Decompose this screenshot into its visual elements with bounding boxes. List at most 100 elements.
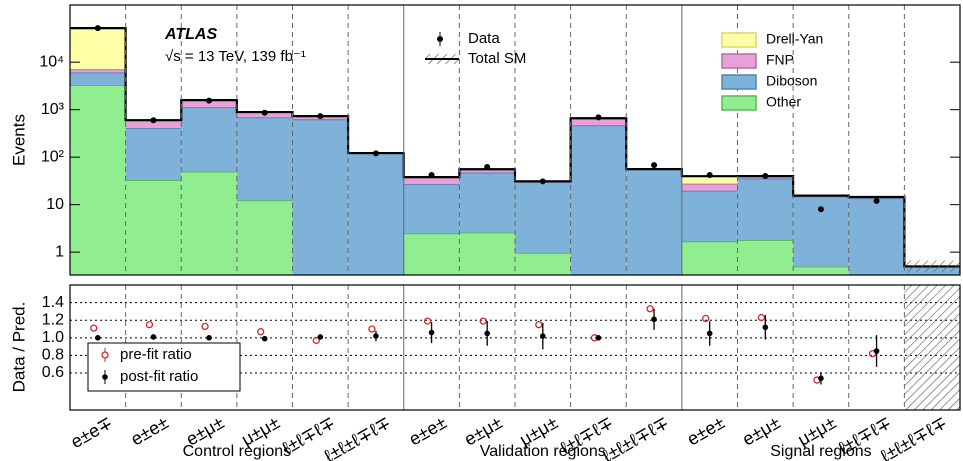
stack-segment	[459, 172, 515, 233]
stack-segment	[125, 120, 182, 129]
data-point	[428, 172, 435, 179]
y-axis-label: Events	[9, 114, 28, 166]
ratio-tick-label: 0.6	[42, 364, 64, 381]
stack-segment	[70, 72, 126, 86]
plot-frame	[69, 4, 961, 276]
stack-segment	[70, 85, 126, 276]
post-fit-point	[595, 335, 602, 341]
pre-fit-point	[257, 328, 265, 336]
pre-fit-point	[535, 320, 543, 329]
ratio-tick-label: 1.0	[42, 329, 64, 346]
pre-fit-point	[145, 320, 154, 329]
stack-segment	[681, 176, 738, 184]
legend-label: Other	[766, 94, 801, 110]
legend-label: FNP	[766, 52, 794, 68]
stack-segment	[236, 200, 293, 275]
data-point	[94, 25, 101, 32]
y-tick-label: 10²	[41, 148, 65, 165]
category-label: e±e±	[405, 412, 450, 449]
post-fit-point	[428, 329, 435, 336]
data-point	[595, 114, 602, 121]
post-fit-point	[206, 335, 212, 341]
post-fit-point	[818, 375, 824, 382]
data-point	[150, 117, 157, 124]
post-fit-point	[261, 335, 268, 342]
stack-segment	[515, 252, 571, 275]
stack-segment	[403, 177, 460, 185]
pre-fit-point	[368, 325, 376, 333]
post-fit-point	[317, 334, 324, 340]
stack-segment	[125, 180, 182, 275]
category-label: e±e±	[684, 412, 729, 449]
y-tick-label: 10³	[41, 101, 65, 118]
stack-segment	[570, 125, 627, 275]
legend-label: Data	[468, 30, 500, 47]
stack-segment	[236, 117, 293, 201]
stack-segment	[681, 241, 738, 275]
y-tick-label: 1	[55, 243, 64, 260]
data-point	[817, 206, 824, 213]
stack-segment	[292, 119, 349, 275]
stack-segment	[737, 178, 794, 241]
data-point	[484, 164, 491, 171]
legend-label: Total SM	[468, 50, 526, 67]
stack-segment	[70, 69, 126, 73]
post-fit-point	[373, 333, 379, 339]
stack-segment	[403, 184, 460, 234]
legend-label: pre-fit ratio	[120, 346, 192, 363]
legend-box	[87, 342, 241, 392]
uncertainty-band	[904, 285, 960, 410]
legend-label: Drell-Yan	[766, 31, 823, 47]
pre-fit-point	[702, 314, 710, 323]
pre-fit-point	[201, 322, 209, 331]
post-fit-point	[95, 335, 101, 341]
post-fit-point	[651, 316, 657, 323]
stack-segment	[459, 169, 515, 173]
stack-segment	[181, 107, 237, 172]
category-label: e±e∓	[67, 412, 116, 452]
stack-segment	[181, 171, 237, 275]
pre-fit-point	[423, 317, 432, 325]
ratio-frame	[69, 284, 961, 411]
pre-fit-point	[757, 313, 765, 322]
data-point	[261, 109, 268, 116]
total-sm-line	[70, 27, 960, 268]
category-label: e±e±	[127, 412, 172, 449]
pre-fit-point	[312, 336, 320, 345]
legend-label: Diboson	[766, 73, 817, 89]
energy-label: √s = 13 TeV, 139 fb⁻¹	[165, 48, 306, 65]
atlas-label: ATLAS	[164, 26, 217, 43]
stack-segment	[348, 153, 404, 275]
ratio-tick-label: 1.4	[42, 294, 64, 311]
region-label: Signal regions	[770, 443, 871, 460]
pre-fit-point	[646, 305, 654, 313]
stack-segment	[681, 190, 738, 242]
stack-segment	[403, 233, 460, 275]
ratio-axis-label: Data / Pred.	[9, 302, 28, 393]
stack-segment	[70, 28, 126, 70]
pre-fit-point	[868, 350, 877, 358]
pre-fit-point	[479, 317, 487, 325]
post-fit-point	[706, 330, 713, 337]
pre-fit-point	[90, 324, 98, 332]
legend-swatch	[721, 95, 757, 111]
data-point	[762, 173, 769, 180]
stack-segment	[570, 118, 627, 126]
ratio-tick-label: 1.2	[42, 311, 64, 328]
data-point	[317, 113, 324, 120]
legend-marker	[102, 374, 108, 380]
legend-marker	[101, 351, 109, 359]
stack-segment	[515, 182, 571, 253]
post-fit-point	[762, 324, 769, 331]
legend-label: post-fit ratio	[120, 368, 198, 385]
uncertainty-band	[904, 260, 960, 273]
y-tick-label: 10⁴	[39, 53, 64, 70]
legend-swatch	[721, 32, 757, 48]
stack-segment	[793, 266, 849, 275]
data-point	[651, 162, 658, 169]
stack-segment	[125, 128, 182, 181]
post-fit-point	[150, 334, 157, 340]
post-fit-point	[540, 333, 546, 339]
legend-swatch	[721, 53, 757, 69]
